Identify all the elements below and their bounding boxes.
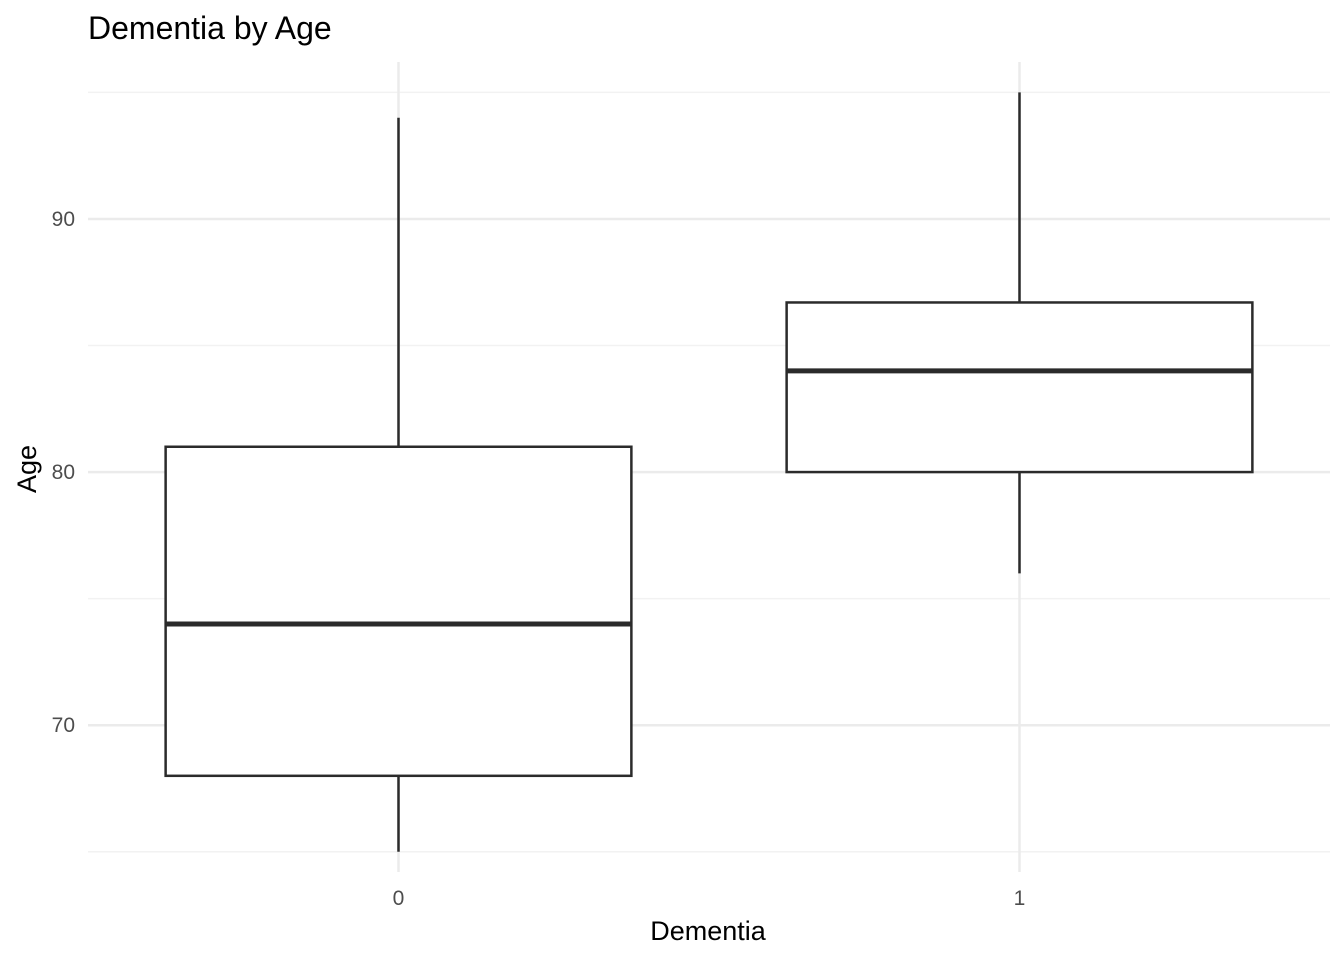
y-tick-label: 70 xyxy=(52,714,75,737)
box-0 xyxy=(164,117,633,852)
x-tick-label: 0 xyxy=(393,887,405,910)
y-tick-label: 90 xyxy=(52,208,75,231)
x-tick-label: 1 xyxy=(1014,887,1026,910)
iqr-box xyxy=(785,301,1254,474)
iqr-box xyxy=(164,445,633,778)
box-1 xyxy=(785,92,1254,574)
y-axis-title: Age xyxy=(12,445,42,493)
chart-title: Dementia by Age xyxy=(88,10,332,46)
y-tick-label: 80 xyxy=(52,461,75,484)
box-series xyxy=(164,92,1254,852)
y-axis-ticks: 70 80 90 xyxy=(52,208,75,737)
x-axis-title: Dementia xyxy=(650,916,767,946)
